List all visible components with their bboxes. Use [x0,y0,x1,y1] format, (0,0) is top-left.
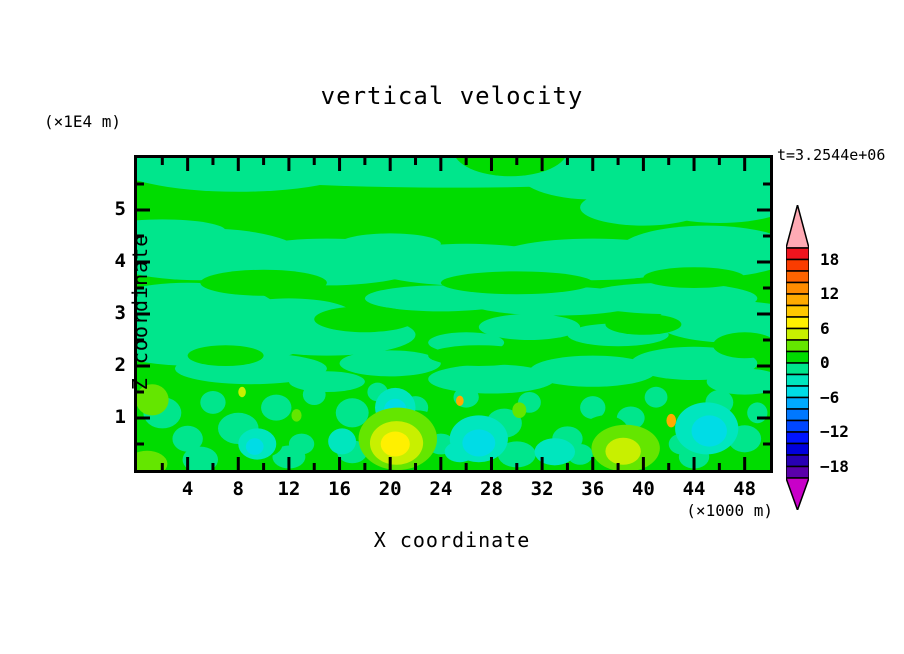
colorbar-tick-label: 18 [820,249,840,269]
x-tick-label: 24 [429,478,453,500]
colorbar-tick-label: 6 [820,318,830,338]
colorbar-tick-label: −12 [820,422,849,441]
x-tick-label: 4 [181,478,194,500]
x-tick-label: 20 [378,478,402,500]
x-tick-label: 32 [530,478,554,500]
x-tick-label: 36 [581,478,605,500]
y-axis-title: Z coordinate [128,233,152,391]
colorbar-tick-label: 0 [820,353,830,372]
colorbar [786,205,809,510]
plot-area [134,155,773,473]
y-tick-label: 2 [114,354,126,376]
colorbar-tick-label: −6 [820,387,840,407]
y-tick-label: 5 [114,198,126,220]
x-axis-title: X coordinate [373,528,531,552]
colorbar-tick-label: 12 [820,284,840,303]
y-tick-label: 3 [114,302,126,324]
x-tick-label: 48 [733,478,757,500]
axis-ticks [137,158,770,470]
y-tick-label: 1 [114,406,126,428]
timestamp-annotation: t=3.2544e+06 [777,146,886,164]
colorbar-tick-label: −18 [820,456,849,476]
x-tick-label: 28 [480,478,503,500]
y-tick-label: 4 [114,250,126,272]
contour-field [137,158,770,470]
x-axis-unit-label: (×1000 m) [686,501,773,520]
x-tick-label: 8 [232,478,244,500]
chart-title: vertical velocity [320,82,584,110]
x-tick-label: 44 [682,478,706,500]
x-tick-label: 40 [631,478,655,500]
x-tick-label: 12 [277,478,301,500]
x-tick-label: 16 [328,478,351,500]
y-axis-unit-label: (×1E4 m) [44,112,122,131]
